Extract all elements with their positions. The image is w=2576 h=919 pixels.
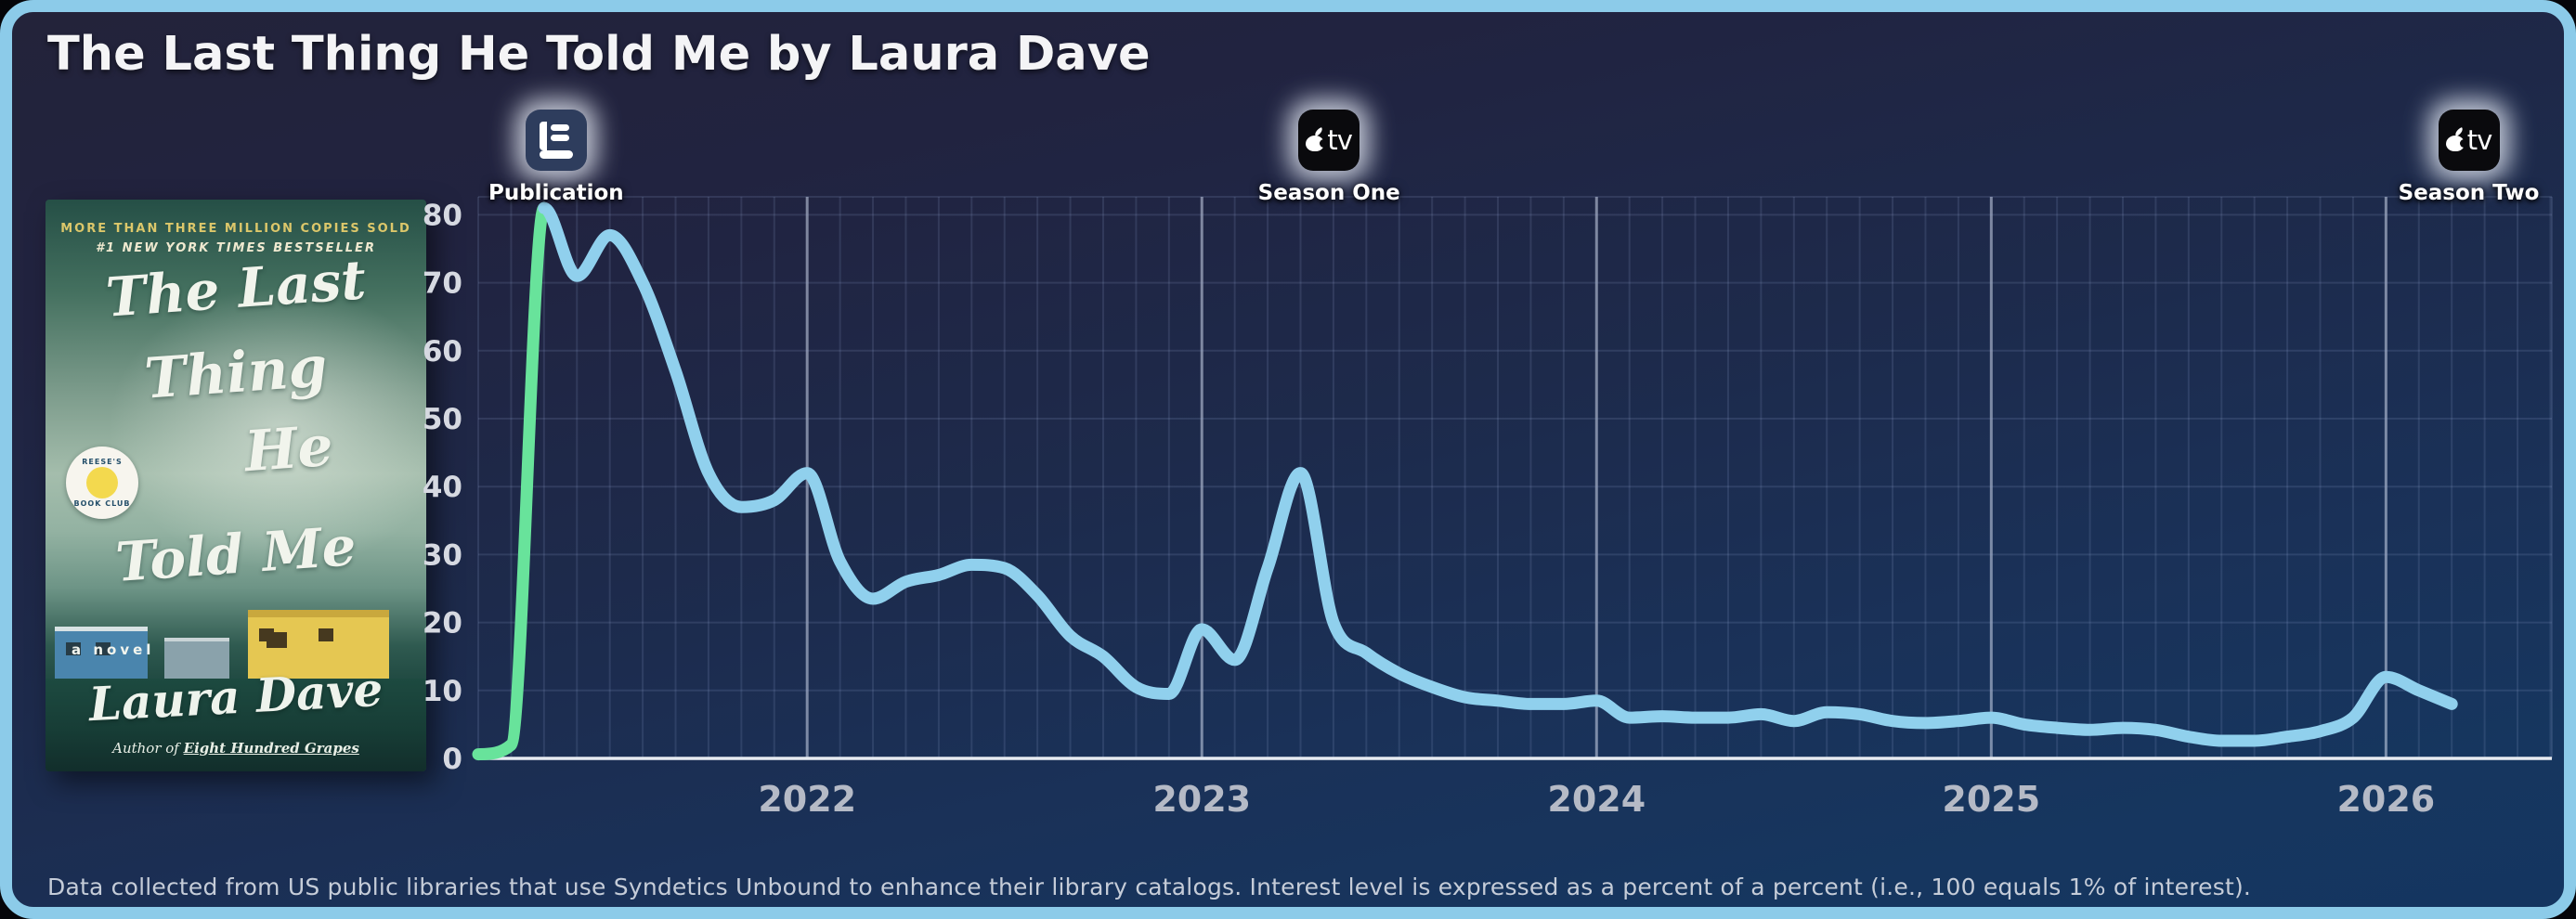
x-tick-label: 2024: [1547, 779, 1646, 820]
book-icon: [539, 122, 573, 159]
apple-tv-icon: tv: [2445, 126, 2492, 154]
marker-season-two: tv: [2438, 110, 2500, 171]
cover-author-subtitle: Author of Eight Hundred Grapes: [112, 740, 359, 757]
interest-line-pre-release: [472, 201, 551, 761]
cover-author-work: Eight Hundred Grapes: [183, 740, 359, 757]
marker-label-season-two: Season Two: [2398, 181, 2540, 205]
book-cover: MORE THAN THREE MILLION COPIES SOLD #1 N…: [46, 200, 426, 771]
badge-top-text: REESE'S: [82, 458, 123, 466]
y-tick-label: 80: [423, 199, 462, 232]
marker-publication: [525, 110, 587, 171]
apple-tv-icon: tv: [1306, 126, 1353, 154]
houseboat-yellow: [248, 610, 389, 688]
interest-chart: 0 10 20 30 40 50 60 70 80 2022 2023 2024 2025 2026: [423, 196, 2553, 820]
y-tick-label: 20: [423, 607, 462, 641]
x-tick-label: 2026: [2336, 779, 2435, 820]
y-tick-label: 40: [423, 471, 462, 504]
cover-water: [46, 679, 426, 771]
footer-note: Data collected from US public libraries …: [47, 874, 2252, 900]
y-tick-label: 0: [442, 743, 462, 776]
marker-season-one: tv: [1298, 110, 1360, 171]
y-tick-label: 30: [423, 538, 462, 572]
page-title: The Last Thing He Told Me by Laura Dave: [47, 27, 1151, 82]
marker-label-publication: Publication: [488, 181, 624, 205]
y-tick-label: 10: [423, 675, 462, 708]
y-tick-label: 50: [423, 403, 462, 436]
y-tick-label: 60: [423, 335, 462, 369]
badge-bottom-text: BOOK CLUB: [73, 499, 131, 508]
houseboat-blue: [55, 627, 148, 685]
x-tick-label: 2025: [1942, 779, 2040, 820]
x-tick-label: 2023: [1152, 779, 1251, 820]
cover-tagline-copies: MORE THAN THREE MILLION COPIES SOLD: [60, 222, 411, 236]
cover-a-novel: a novel: [72, 641, 155, 658]
marker-label-season-one: Season One: [1257, 181, 1400, 205]
badge-sun-icon: [86, 467, 118, 498]
y-tick-label: 70: [423, 267, 462, 301]
interest-line: [538, 201, 2458, 747]
cover-tagline-bestseller: #1 NEW YORK TIMES BESTSELLER: [96, 241, 376, 255]
x-tick-label: 2022: [758, 779, 856, 820]
reeses-book-club-badge: REESE'S BOOK CLUB: [66, 447, 138, 519]
